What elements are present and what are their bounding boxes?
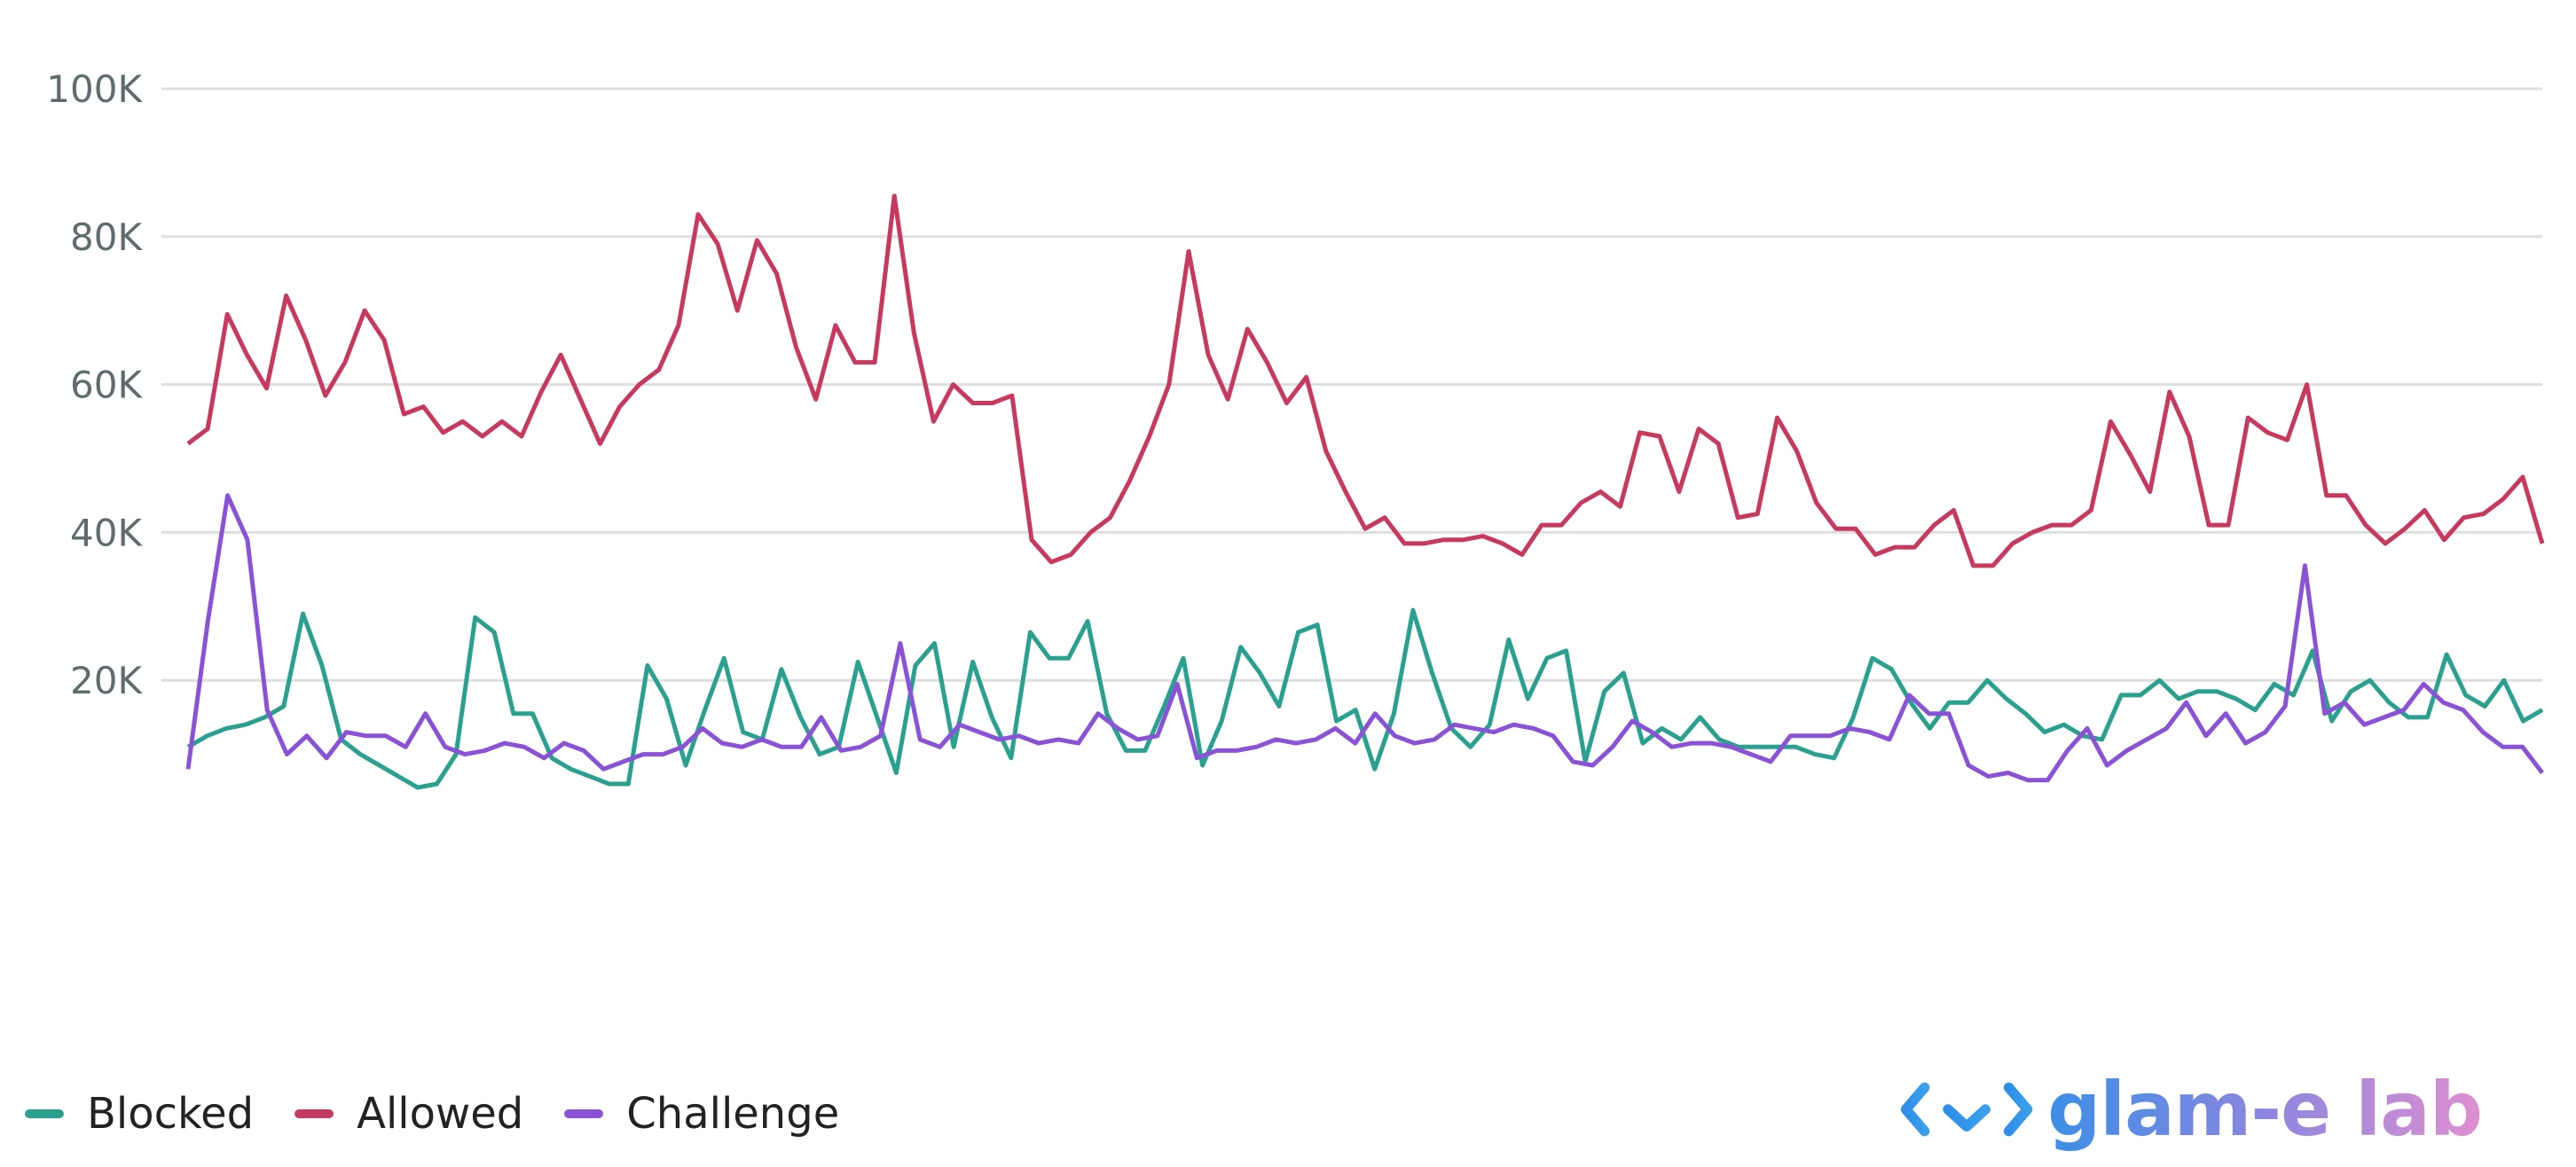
series-line-allowed[interactable] xyxy=(186,193,2545,568)
line-chart: 100K 80K 60K 40K 20K xyxy=(46,67,2545,790)
legend-swatch-allowed xyxy=(295,1109,334,1118)
y-axis-labels: 100K 80K 60K 40K 20K xyxy=(46,67,143,702)
chart-legend: Blocked Allowed Challenge xyxy=(25,1089,880,1139)
y-tick-label: 40K xyxy=(70,511,143,554)
legend-label-challenge: Challenge xyxy=(626,1089,840,1139)
brand-logo: glam-e lab xyxy=(1897,1061,2483,1158)
code-download-icon xyxy=(1900,1076,2033,1144)
y-tick-label: 20K xyxy=(70,659,143,702)
y-tick-label: 80K xyxy=(70,215,143,259)
legend-label-blocked: Blocked xyxy=(87,1089,255,1139)
logo-text: glam-e lab xyxy=(2047,1066,2483,1153)
legend-swatch-challenge xyxy=(564,1109,604,1118)
legend-label-allowed: Allowed xyxy=(357,1089,524,1139)
legend-item-allowed[interactable]: Allowed xyxy=(295,1089,523,1139)
chart-grid xyxy=(161,87,2542,682)
legend-swatch-blocked xyxy=(25,1109,64,1118)
legend-item-challenge[interactable]: Challenge xyxy=(564,1089,839,1139)
series-line-blocked[interactable] xyxy=(186,607,2544,790)
y-tick-label: 60K xyxy=(70,364,143,407)
legend-item-blocked[interactable]: Blocked xyxy=(25,1089,254,1139)
chart-series xyxy=(185,193,2545,790)
series-line-challenge[interactable] xyxy=(185,493,2544,783)
y-tick-label: 100K xyxy=(46,67,143,111)
